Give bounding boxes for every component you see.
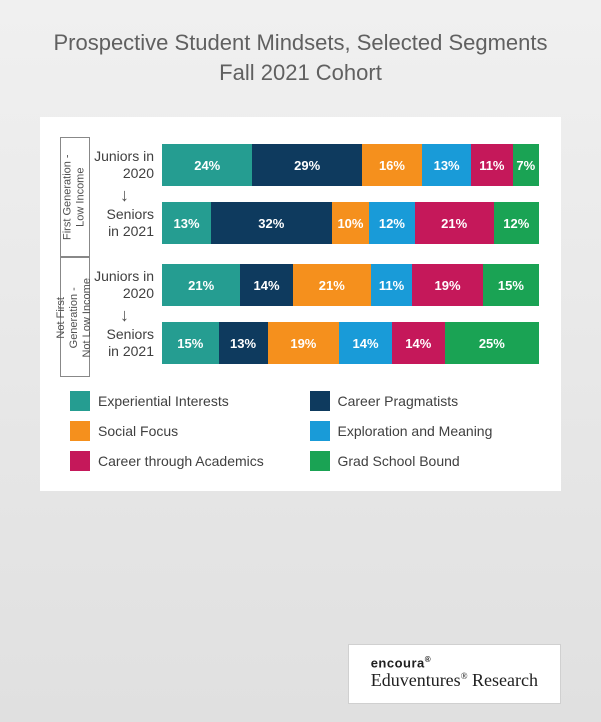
- legend-label: Grad School Bound: [338, 453, 460, 469]
- bar-row: Seniors in 202113%32%10%12%21%12%: [62, 199, 539, 247]
- bar-segment: 11%: [471, 144, 512, 186]
- bar-segment: 13%: [219, 322, 268, 364]
- legend-item: Exploration and Meaning: [310, 421, 540, 441]
- bar-segment: 14%: [339, 322, 392, 364]
- row-group: First Generation -Low IncomeJuniors in 2…: [62, 141, 539, 247]
- stacked-bar: 24%29%16%13%11%7%: [162, 144, 539, 186]
- footer-brand: encoura®: [371, 655, 538, 670]
- bars-container: First Generation -Low IncomeJuniors in 2…: [62, 141, 539, 367]
- legend-swatch: [70, 421, 90, 441]
- bar-segment: 15%: [162, 322, 219, 364]
- bar-row: Juniors in 202021%14%21%11%19%15%: [62, 261, 539, 309]
- legend-item: Career through Academics: [70, 451, 300, 471]
- bar-segment: 16%: [362, 144, 422, 186]
- bar-segment: 7%: [513, 144, 539, 186]
- legend-swatch: [310, 421, 330, 441]
- group-label: First Generation -Low Income: [62, 155, 88, 241]
- legend-label: Career through Academics: [98, 453, 264, 469]
- bar-segment: 10%: [332, 202, 370, 244]
- chart-panel: First Generation -Low IncomeJuniors in 2…: [40, 117, 561, 491]
- arrow-down-icon: ↓: [120, 185, 129, 206]
- group-label: Not FirstGeneration -Not Low Income: [55, 278, 95, 357]
- legend-swatch: [310, 451, 330, 471]
- group-frame: Not FirstGeneration -Not Low Income: [60, 257, 90, 377]
- bar-segment: 13%: [162, 202, 211, 244]
- stacked-bar: 21%14%21%11%19%15%: [162, 264, 539, 306]
- bar-segment: 15%: [483, 264, 539, 306]
- stacked-bar: 15%13%19%14%14%25%: [162, 322, 539, 364]
- bar-segment: 12%: [369, 202, 414, 244]
- legend-item: Grad School Bound: [310, 451, 540, 471]
- footer-logo: encoura® Eduventures® Research: [348, 644, 561, 704]
- bar-segment: 12%: [494, 202, 539, 244]
- bar-segment: 13%: [422, 144, 471, 186]
- legend-label: Career Pragmatists: [338, 393, 459, 409]
- legend-swatch: [310, 391, 330, 411]
- bar-segment: 14%: [240, 264, 292, 306]
- bar-segment: 21%: [415, 202, 494, 244]
- legend-item: Experiential Interests: [70, 391, 300, 411]
- legend-label: Social Focus: [98, 423, 178, 439]
- legend-item: Social Focus: [70, 421, 300, 441]
- arrow-down-icon: ↓: [120, 305, 129, 326]
- footer-sub: Eduventures® Research: [371, 670, 538, 691]
- legend-swatch: [70, 451, 90, 471]
- bar-segment: 25%: [445, 322, 539, 364]
- legend-item: Career Pragmatists: [310, 391, 540, 411]
- legend-label: Experiential Interests: [98, 393, 229, 409]
- bar-row: Seniors in 202115%13%19%14%14%25%: [62, 319, 539, 367]
- bar-segment: 21%: [293, 264, 371, 306]
- bar-row: Juniors in 202024%29%16%13%11%7%: [62, 141, 539, 189]
- bar-segment: 19%: [412, 264, 483, 306]
- bar-segment: 21%: [162, 264, 240, 306]
- group-frame: First Generation -Low Income: [60, 137, 90, 257]
- legend-swatch: [70, 391, 90, 411]
- legend-label: Exploration and Meaning: [338, 423, 493, 439]
- bar-segment: 29%: [252, 144, 361, 186]
- bar-segment: 24%: [162, 144, 252, 186]
- bar-segment: 11%: [371, 264, 412, 306]
- stacked-bar: 13%32%10%12%21%12%: [162, 202, 539, 244]
- bar-segment: 14%: [392, 322, 445, 364]
- legend: Experiential Interests Career Pragmatists…: [62, 391, 539, 471]
- row-group: Not FirstGeneration -Not Low IncomeJunio…: [62, 261, 539, 367]
- bar-segment: 32%: [211, 202, 332, 244]
- chart-title: Prospective Student Mindsets, Selected S…: [0, 0, 601, 107]
- bar-segment: 19%: [268, 322, 340, 364]
